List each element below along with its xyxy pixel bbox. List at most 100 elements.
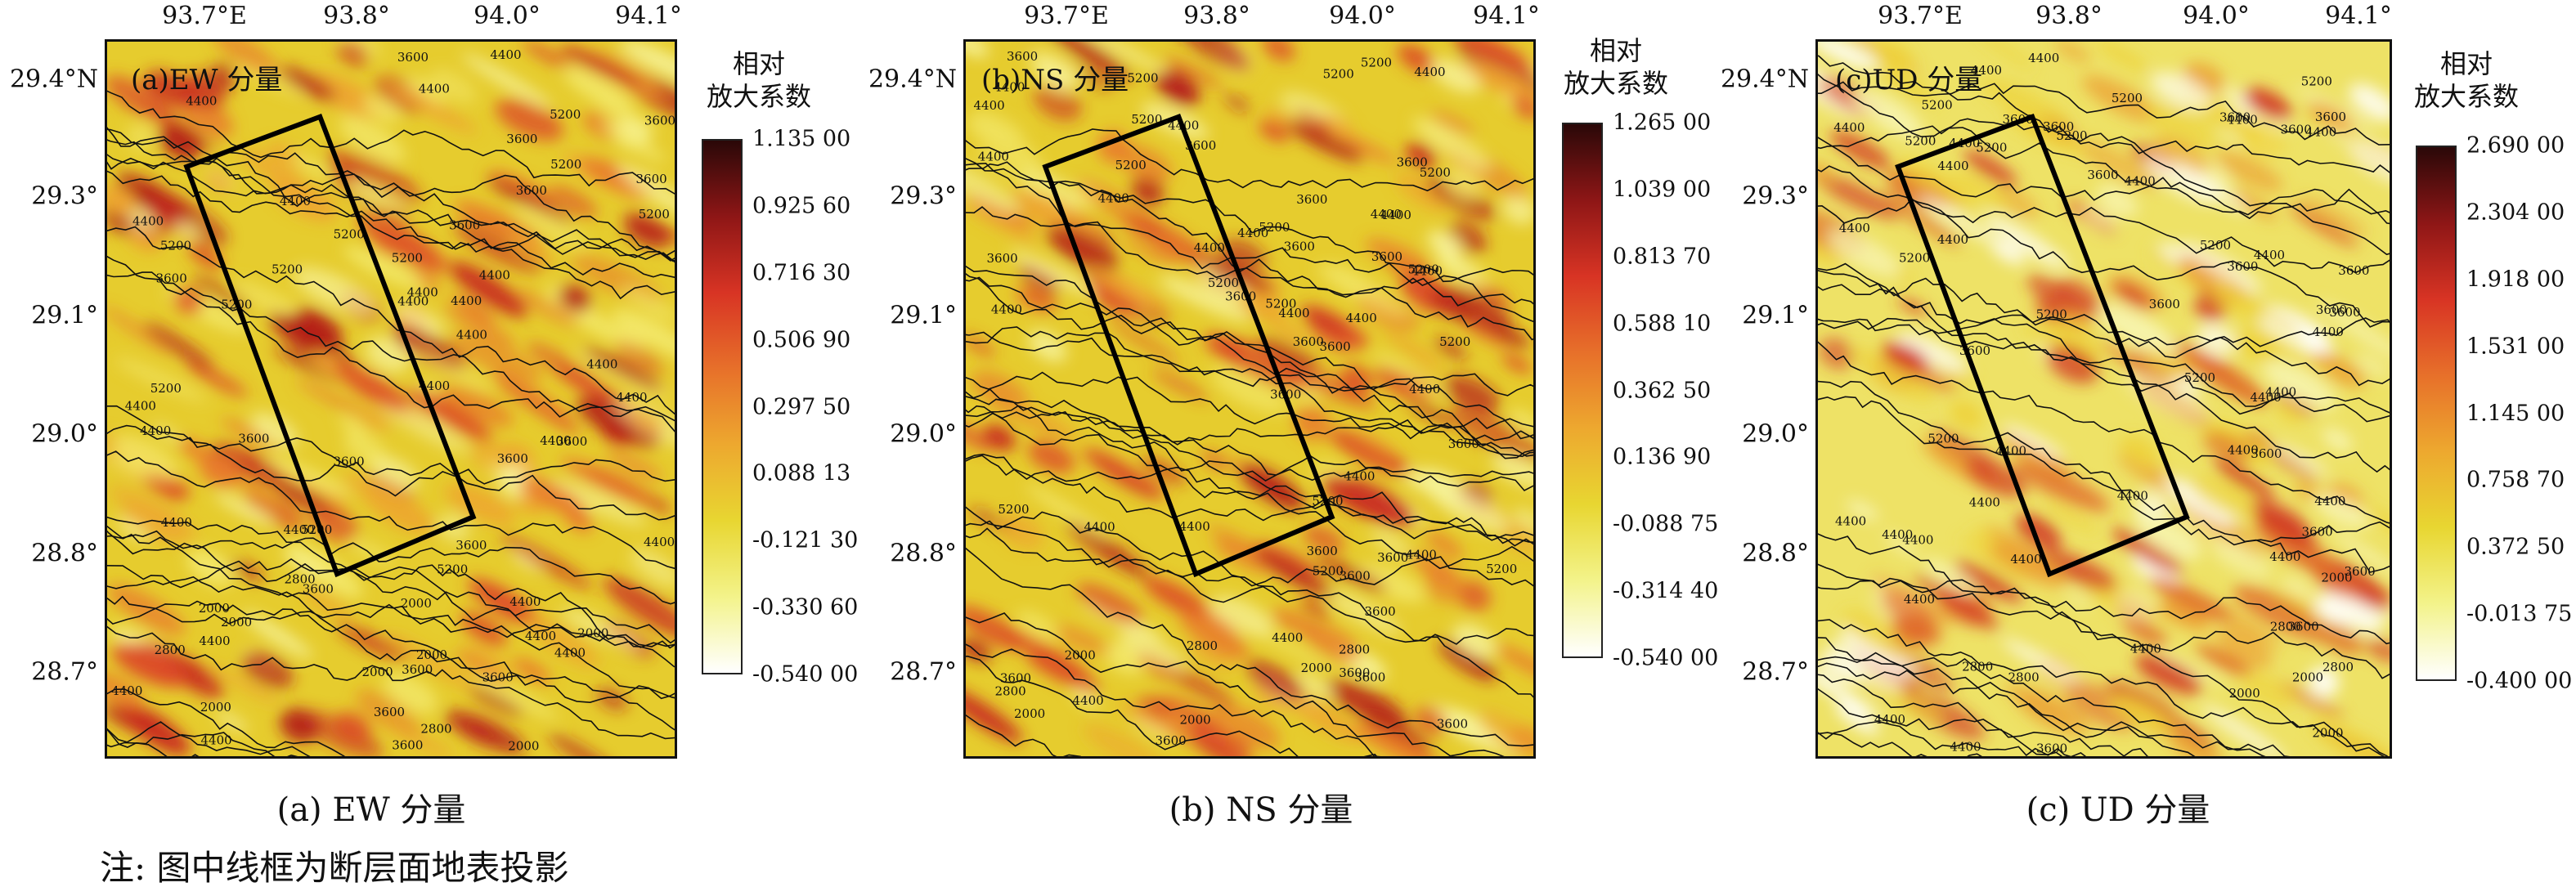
svg-text:4400: 4400 [111, 683, 142, 698]
svg-text:3600: 3600 [1397, 155, 1428, 170]
svg-text:5200: 5200 [998, 502, 1029, 517]
svg-text:5200: 5200 [2301, 74, 2332, 88]
colorbar-ew [702, 139, 743, 674]
svg-text:3600: 3600 [2251, 446, 2282, 461]
heatmap-ns: 4400520044004400520044005200440044003600… [966, 42, 1533, 756]
svg-text:3600: 3600 [556, 434, 587, 449]
svg-text:4400: 4400 [1937, 232, 1968, 247]
svg-text:4400: 4400 [201, 733, 232, 748]
lat-tick-1: 29.4°N [1720, 65, 1809, 94]
colorbar-tick-label: 0.362 50 [1613, 378, 1712, 403]
svg-text:5200: 5200 [1265, 297, 1296, 311]
svg-text:5200: 5200 [1313, 563, 1344, 578]
svg-text:4400: 4400 [1237, 226, 1268, 240]
colorbar-tick-label: 0.372 50 [2466, 534, 2565, 560]
svg-text:3600: 3600 [303, 582, 334, 597]
svg-text:4400: 4400 [1414, 65, 1445, 79]
svg-text:5200: 5200 [2112, 91, 2143, 105]
svg-text:3600: 3600 [2302, 525, 2333, 540]
svg-text:3600: 3600 [987, 251, 1018, 266]
panel-title-ns: (b)NS 分量 [981, 64, 1129, 96]
svg-text:4400: 4400 [490, 47, 521, 62]
svg-text:3600: 3600 [449, 217, 480, 232]
colorbar-ns [1562, 123, 1603, 658]
svg-text:5200: 5200 [1976, 141, 2007, 155]
lat-tick-3: 29.1° [1742, 301, 1809, 330]
svg-text:3600: 3600 [456, 538, 487, 553]
colorbar-tick-label: -0.088 75 [1613, 511, 1719, 537]
colorbar-title-line2: 放大系数 [1563, 68, 1669, 99]
svg-text:4400: 4400 [2314, 494, 2345, 508]
colorbar-tick-label: 0.136 90 [1613, 444, 1712, 470]
svg-text:4400: 4400 [1882, 527, 1913, 542]
svg-text:3600: 3600 [2149, 297, 2180, 311]
svg-text:2800: 2800 [1339, 643, 1370, 657]
lat-tick-6: 28.7° [890, 657, 957, 687]
svg-text:3600: 3600 [1437, 717, 1468, 732]
colorbar-tick-label: -0.540 00 [752, 661, 859, 688]
svg-text:4400: 4400 [554, 646, 586, 661]
svg-text:3600: 3600 [2087, 168, 2118, 182]
svg-text:5200: 5200 [550, 107, 581, 122]
svg-text:3600: 3600 [1293, 334, 1324, 349]
svg-text:3600: 3600 [1339, 665, 1370, 680]
lat-tick-3: 29.1° [31, 301, 98, 330]
svg-text:4400: 4400 [125, 399, 156, 414]
colorbar-tick-label: -0.400 00 [2466, 668, 2573, 694]
svg-text:2000: 2000 [2321, 571, 2352, 585]
svg-text:4400: 4400 [199, 634, 230, 648]
svg-text:4400: 4400 [644, 535, 675, 549]
svg-text:3600: 3600 [374, 705, 405, 719]
svg-text:4400: 4400 [1084, 520, 1115, 535]
lon-tick-1: 93.7°E [162, 2, 247, 30]
svg-text:4400: 4400 [2125, 173, 2156, 188]
svg-text:3600: 3600 [392, 738, 423, 753]
svg-text:5200: 5200 [1208, 276, 1239, 290]
lon-tick-3: 94.0° [2183, 2, 2250, 30]
svg-text:5200: 5200 [1439, 334, 1470, 349]
colorbar-tick-label: -0.121 30 [752, 527, 859, 553]
colorbar-title-ud: 相对 放大系数 [2414, 47, 2519, 113]
lon-tick-4: 94.1° [615, 2, 682, 30]
svg-text:3600: 3600 [1448, 437, 1479, 451]
colorbar-tick-label: 0.716 30 [752, 260, 851, 286]
svg-text:5200: 5200 [1928, 432, 1959, 446]
colorbar-tick-label: -0.013 75 [2466, 601, 2573, 627]
lon-tick-4: 94.1° [2325, 2, 2392, 30]
svg-text:4400: 4400 [2130, 641, 2161, 656]
lat-tick-1: 29.4°N [868, 65, 957, 94]
colorbar-tick-label: 1.145 00 [2466, 401, 2565, 426]
svg-text:5200: 5200 [2056, 128, 2087, 143]
svg-text:4400: 4400 [978, 149, 1009, 164]
svg-text:4400: 4400 [397, 293, 429, 308]
svg-text:5200: 5200 [1131, 112, 1162, 127]
svg-text:2000: 2000 [2312, 726, 2343, 741]
fault-outline [1895, 113, 2190, 578]
svg-text:4400: 4400 [2028, 51, 2059, 65]
svg-text:2800: 2800 [155, 643, 186, 657]
lat-tick-4: 29.0° [31, 419, 98, 449]
svg-text:2000: 2000 [1065, 647, 1096, 662]
svg-text:3600: 3600 [497, 451, 528, 466]
svg-text:4400: 4400 [456, 327, 487, 342]
svg-text:4400: 4400 [540, 433, 571, 448]
svg-text:2000: 2000 [416, 647, 447, 662]
svg-text:5200: 5200 [1408, 262, 1439, 277]
svg-text:5200: 5200 [1115, 158, 1147, 172]
svg-text:4400: 4400 [616, 390, 647, 405]
svg-text:2000: 2000 [200, 700, 231, 715]
svg-text:4400: 4400 [2010, 552, 2041, 567]
svg-text:4400: 4400 [1969, 495, 2000, 510]
svg-text:3600: 3600 [482, 670, 514, 684]
lat-tick-2: 29.3° [890, 181, 957, 211]
colorbar-tick-label: -0.540 00 [1613, 645, 1719, 671]
svg-text:4400: 4400 [1950, 740, 1981, 755]
svg-text:3600: 3600 [1007, 49, 1038, 64]
svg-text:4400: 4400 [132, 214, 164, 229]
colorbar-ud [2416, 146, 2457, 681]
svg-text:2000: 2000 [221, 615, 252, 629]
lon-tick-2: 93.8° [323, 2, 390, 30]
svg-text:2800: 2800 [2008, 670, 2040, 685]
svg-text:4400: 4400 [1406, 548, 1437, 562]
svg-text:5200: 5200 [272, 262, 303, 276]
